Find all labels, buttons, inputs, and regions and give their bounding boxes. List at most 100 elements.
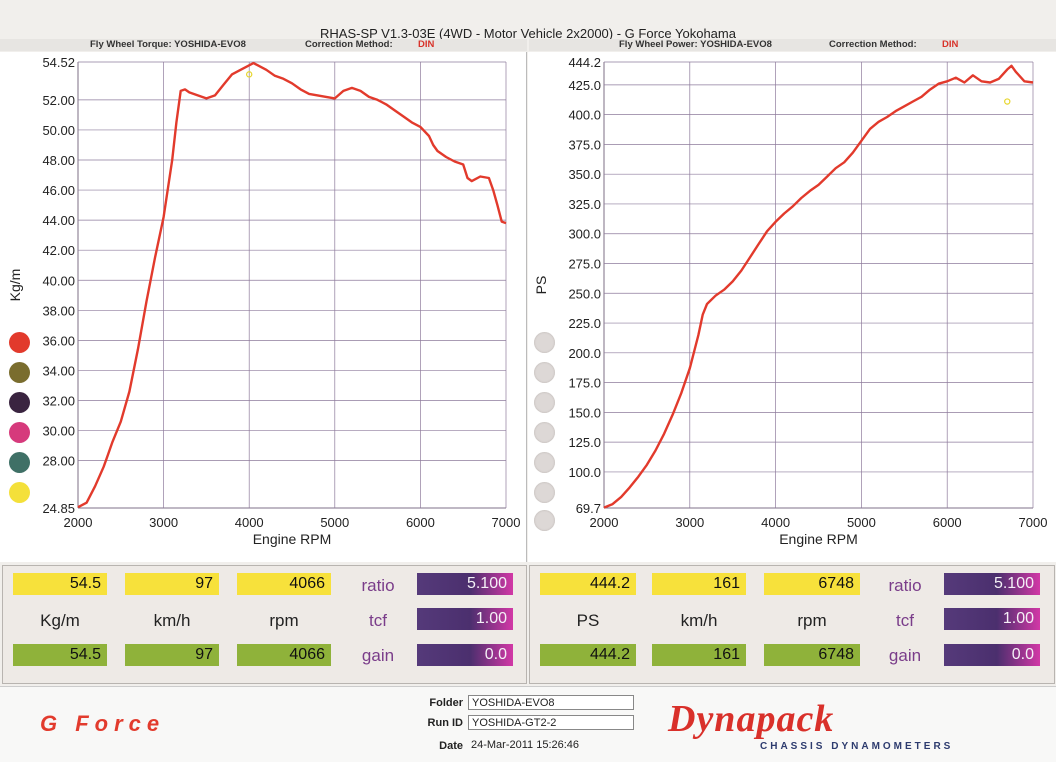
cursor-torque-value: 54.5	[13, 644, 107, 666]
torque-xtick-label: 2000	[64, 515, 93, 530]
tcf-label-right: tcf	[896, 611, 914, 630]
cursor-power-speed: 161	[652, 644, 746, 666]
legend-dot-pink[interactable]	[9, 422, 30, 443]
unit-rpm-right: rpm	[797, 611, 827, 630]
torque-y-axis-label: Kg/m	[7, 269, 23, 302]
legend-dot-gray-5[interactable]	[534, 452, 555, 473]
ratio-field[interactable]: 5.100	[417, 573, 513, 595]
legend-dot-dark[interactable]	[9, 392, 30, 413]
legend-dot-gray-3[interactable]	[534, 392, 555, 413]
torque-correction-value: DIN	[418, 39, 435, 50]
peak-power-value: 444.2	[540, 573, 636, 595]
power-ytick-label: 275.0	[568, 257, 601, 272]
dynapack-logo: Dynapack	[668, 698, 835, 740]
torque-xtick-label: 4000	[235, 515, 264, 530]
peak-torque-value: 54.5	[13, 573, 107, 595]
folder-label: Folder	[429, 697, 463, 709]
power-readout-panel: 444.2 161 6748 PS km/h rpm 444.2 161 674…	[529, 565, 1055, 684]
torque-ytick-label: 38.00	[42, 303, 75, 318]
legend-dot-gray-1[interactable]	[534, 332, 555, 353]
cursor-power-value: 444.2	[540, 644, 636, 666]
tcf-field[interactable]: 1.00	[417, 608, 513, 630]
torque-subtitle: Fly Wheel Torque: YOSHIDA-EVO8	[90, 39, 246, 50]
date-label: Date	[439, 740, 463, 752]
legend-dot-olive[interactable]	[9, 362, 30, 383]
power-chart-panel: 444.2 425.0 400.0 375.0 350.0 325.0 300.0 275.0…	[528, 52, 1056, 562]
power-ytick-label: 250.0	[568, 286, 601, 301]
gain-label: gain	[361, 646, 395, 665]
power-x-axis-label: Engine RPM	[779, 531, 858, 547]
date-value: 24-Mar-2011 15:26:46	[471, 739, 580, 751]
power-ytick-label: 300.0	[568, 227, 601, 242]
power-ytick-label: 325.0	[568, 197, 601, 212]
run-id-field[interactable]: YOSHIDA-GT2-2	[468, 715, 634, 730]
torque-x-axis-label: Engine RPM	[253, 531, 332, 547]
legend-dot-gray-7[interactable]	[534, 510, 555, 531]
torque-xtick-label: 3000	[149, 515, 178, 530]
torque-series-line-0	[77, 61, 507, 509]
torque-ytick-label: 34.00	[42, 363, 75, 378]
torque-readout-panel: 54.5 97 4066 Kg/m km/h rpm 54.5 97 4066 …	[2, 565, 527, 684]
legend-dot-red[interactable]	[9, 332, 30, 353]
ratio-field-right[interactable]: 5.100	[944, 573, 1040, 595]
torque-chart: 54.52 52.00 50.00 48.00 46.00 44.00 42.00 40.00…	[7, 55, 520, 547]
power-cursor-marker	[1004, 98, 1011, 105]
power-correction-value: DIN	[942, 39, 959, 50]
power-series-line-0	[603, 64, 1034, 509]
power-ytick-label: 175.0	[568, 376, 601, 391]
power-ytick-label: 400.0	[568, 108, 601, 123]
torque-ytick-label: 32.00	[42, 394, 75, 409]
gain-field[interactable]: 0.0	[417, 644, 513, 666]
torque-ytick-label: 40.00	[42, 273, 75, 288]
peak-torque-rpm: 4066	[237, 573, 331, 595]
torque-ytick-label: 54.52	[42, 55, 75, 70]
torque-ytick-label: 48.00	[42, 153, 75, 168]
legend-dot-gray-4[interactable]	[534, 422, 555, 443]
torque-correction-label: Correction Method:	[305, 39, 393, 50]
torque-ytick-label: 30.00	[42, 424, 75, 439]
legend-dot-teal[interactable]	[9, 452, 30, 473]
power-ytick-label: 444.2	[568, 55, 601, 70]
power-subtitle: Fly Wheel Power: YOSHIDA-EVO8	[619, 39, 772, 50]
torque-ytick-label: 36.00	[42, 333, 75, 348]
torque-ytick-label: 24.85	[42, 501, 75, 516]
power-ytick-label: 69.7	[576, 501, 601, 516]
cursor-torque-rpm: 4066	[237, 644, 331, 666]
peak-torque-speed: 97	[125, 573, 219, 595]
unit-rpm: rpm	[269, 611, 299, 630]
run-id-label: Run ID	[427, 717, 463, 729]
power-ytick-label: 425.0	[568, 78, 601, 93]
power-xtick-label: 7000	[1019, 515, 1048, 530]
power-ytick-label: 350.0	[568, 167, 601, 182]
legend-dot-gray-6[interactable]	[534, 482, 555, 503]
gforce-logo: G Force	[40, 711, 166, 736]
power-chart: 444.2 425.0 400.0 375.0 350.0 325.0 300.0 275.0…	[533, 55, 1048, 547]
cursor-power-rpm: 6748	[764, 644, 860, 666]
torque-ytick-label: 50.00	[42, 123, 75, 138]
power-ytick-label: 200.0	[568, 346, 601, 361]
torque-ytick-label: 44.00	[42, 213, 75, 228]
torque-ytick-label: 52.00	[42, 93, 75, 108]
torque-cursor-marker	[245, 71, 253, 78]
power-xtick-label: 2000	[590, 515, 619, 530]
unit-ps: PS	[576, 611, 600, 630]
unit-kmh: km/h	[153, 611, 191, 630]
cursor-torque-speed: 97	[125, 644, 219, 666]
tcf-label: tcf	[369, 611, 387, 630]
power-xtick-label: 4000	[761, 515, 790, 530]
tcf-field-right[interactable]: 1.00	[944, 608, 1040, 630]
power-subtitle-bar: Fly Wheel Power: YOSHIDA-EVO8 Correction…	[529, 39, 1056, 51]
legend-dot-gray-2[interactable]	[534, 362, 555, 383]
torque-chart-panel: 54.52 52.00 50.00 48.00 46.00 44.00 42.00 40.00…	[0, 52, 527, 562]
power-xtick-label: 3000	[675, 515, 704, 530]
power-xtick-label: 5000	[847, 515, 876, 530]
gain-field-right[interactable]: 0.0	[944, 644, 1040, 666]
power-ytick-label: 100.0	[568, 465, 601, 480]
folder-field[interactable]: YOSHIDA-EVO8	[468, 695, 634, 710]
power-correction-label: Correction Method:	[829, 39, 917, 50]
page-title: RHAS-SP V1.3-03E (4WD - Motor Vehicle 2x…	[320, 26, 736, 41]
legend-dot-yellow[interactable]	[9, 482, 30, 503]
gain-label-right: gain	[888, 646, 922, 665]
unit-kmh-right: km/h	[680, 611, 718, 630]
power-ytick-label: 225.0	[568, 316, 601, 331]
